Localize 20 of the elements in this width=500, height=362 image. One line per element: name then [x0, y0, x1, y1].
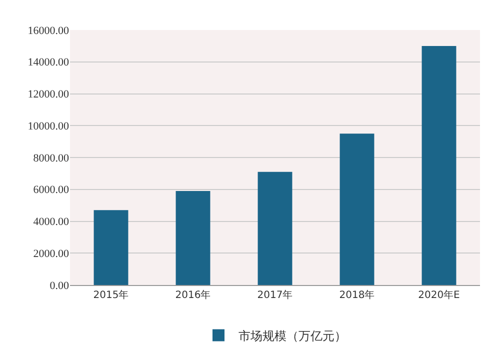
y-tick-label: 16000.00 — [28, 24, 70, 37]
bar — [94, 210, 128, 285]
bar — [422, 46, 456, 285]
x-tick-label: 2015年 — [93, 289, 129, 301]
y-tick-label: 6000.00 — [33, 184, 70, 196]
y-tick-label: 4000.00 — [33, 216, 70, 228]
x-tick-label: 2016年 — [175, 289, 211, 301]
bar — [176, 190, 210, 285]
bar — [258, 172, 292, 285]
y-tick-label: 8000.00 — [33, 152, 70, 164]
x-tick-label: 2018年 — [339, 289, 375, 301]
x-tick-label: 2020年E — [418, 289, 460, 301]
y-tick-label: 0.00 — [50, 280, 70, 292]
x-tick-label: 2017年 — [257, 289, 293, 301]
bar — [340, 134, 374, 285]
y-tick-label: 14000.00 — [28, 56, 70, 69]
y-tick-label: 2000.00 — [33, 248, 70, 260]
y-tick-label: 12000.00 — [28, 88, 70, 101]
y-tick-label: 10000.00 — [28, 120, 70, 132]
legend-label: 市场规模（万亿元） — [238, 328, 346, 343]
